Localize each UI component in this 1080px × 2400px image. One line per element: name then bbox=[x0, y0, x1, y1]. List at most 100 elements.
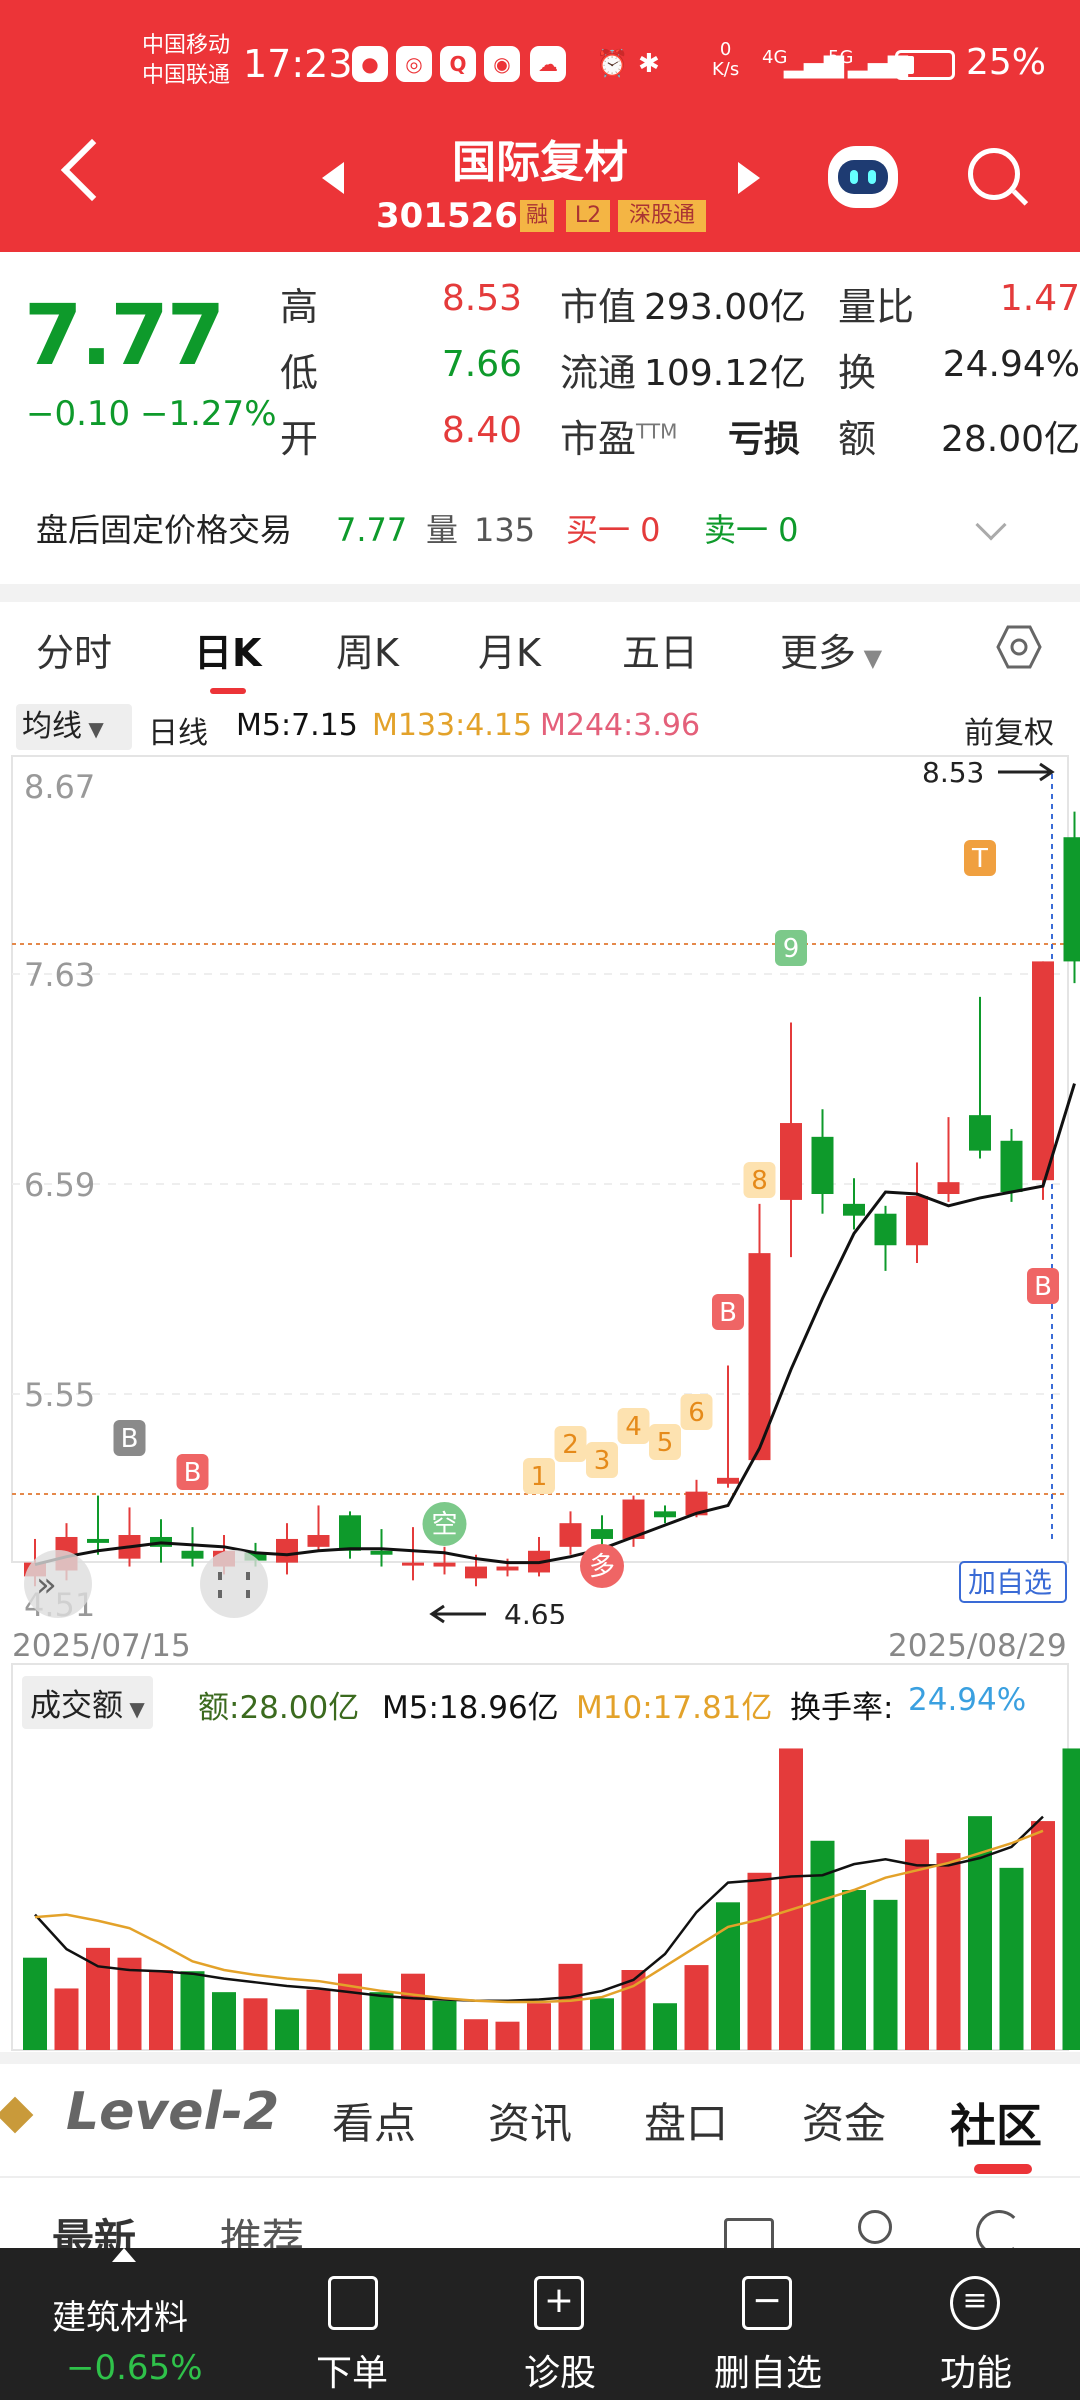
ma133-value: M133:4.15 bbox=[372, 708, 533, 743]
candle-body bbox=[937, 1182, 960, 1194]
margin-tag: 融 bbox=[520, 200, 554, 232]
kline-chart[interactable]: 8.67 7.63 6.59 5.55 4.51 BBBBT12345689空多… bbox=[0, 754, 1080, 1624]
price-axis-label: 7.63 bbox=[24, 956, 95, 994]
app-notification-icon: ◎ bbox=[396, 46, 432, 82]
volume-bar bbox=[527, 2003, 551, 2050]
volume-bar bbox=[590, 1998, 614, 2050]
volume-bar bbox=[432, 2000, 457, 2050]
sector-name[interactable]: 建筑材料 bbox=[52, 2298, 188, 2338]
cloud-icon: ☁ bbox=[530, 46, 566, 82]
tab-weekly-k[interactable]: 周K bbox=[336, 631, 399, 675]
adjust-mode[interactable]: 前复权 bbox=[964, 716, 1054, 751]
tab-capital[interactable]: 资金 bbox=[802, 2099, 887, 2148]
candle-body bbox=[496, 1566, 519, 1571]
search-icon[interactable] bbox=[968, 148, 1020, 200]
battery-icon bbox=[895, 50, 955, 80]
candle-body bbox=[370, 1550, 393, 1555]
price-axis-label: 5.55 bbox=[24, 1376, 95, 1414]
price-change-pct: −1.27% bbox=[140, 394, 277, 434]
assistant-robot-icon[interactable] bbox=[828, 146, 898, 208]
volume-chart[interactable] bbox=[0, 1660, 1080, 2052]
tab-intraday[interactable]: 分时 bbox=[36, 631, 113, 675]
active-tab-underline bbox=[210, 688, 246, 694]
fullscreen-glyph bbox=[218, 1572, 250, 1598]
caret-up-icon bbox=[112, 2248, 136, 2262]
order-icon[interactable] bbox=[328, 2276, 378, 2330]
candle-body bbox=[307, 1535, 330, 1547]
vol-ma10-value: M10:17.81亿 bbox=[576, 1690, 773, 1726]
start-date: 2025/07/15 bbox=[12, 1628, 191, 1664]
max-price-label: 8.53 bbox=[922, 756, 984, 789]
tab-level2[interactable]: Level-2 bbox=[66, 2082, 280, 2142]
candle-body bbox=[906, 1195, 928, 1246]
header: 中国移动 中国联通 17:23 ● ◎ Q ◉ ☁ ⏰ ✱ 0 K/s 4G ▂▄… bbox=[0, 0, 1080, 252]
max-arrow-icon bbox=[998, 762, 1055, 782]
ma-selector[interactable]: 均线 ▼ bbox=[16, 704, 132, 750]
net-speed: 0 K/s bbox=[712, 39, 740, 80]
last-price: 7.77 bbox=[24, 286, 225, 384]
volume-bar bbox=[117, 1957, 142, 2050]
next-stock-icon[interactable] bbox=[738, 162, 760, 194]
low-value: 7.66 bbox=[441, 344, 522, 385]
volume-bar bbox=[905, 1839, 929, 2050]
turnover-label: 换 bbox=[838, 351, 877, 395]
order-button[interactable]: 下单 bbox=[315, 2353, 388, 2394]
user-icon[interactable] bbox=[858, 2210, 892, 2244]
ma244-value: M244:3.96 bbox=[540, 708, 701, 743]
post-trade-vol: 135 bbox=[474, 511, 536, 549]
remove-watch-icon[interactable]: − bbox=[742, 2276, 792, 2330]
buy-marker bbox=[113, 1420, 146, 1456]
tab-community[interactable]: 社区 bbox=[950, 2099, 1042, 2153]
alarm-icon: ⏰ bbox=[596, 49, 629, 79]
tab-more[interactable]: 更多 ▼ bbox=[780, 631, 883, 675]
volume-bar bbox=[653, 2003, 677, 2050]
connect-tag: 深股通 bbox=[618, 200, 706, 232]
tab-orderbook[interactable]: 盘口 bbox=[644, 2099, 729, 2148]
tab-highlights[interactable]: 看点 bbox=[332, 2099, 417, 2148]
candle-body bbox=[685, 1491, 708, 1516]
back-icon[interactable] bbox=[60, 138, 124, 202]
pe-value: 亏损 bbox=[727, 419, 800, 460]
ma5-value: M5:7.15 bbox=[236, 708, 358, 743]
diagnose-button[interactable]: 诊股 bbox=[523, 2353, 596, 2394]
tab-five-day[interactable]: 五日 bbox=[622, 631, 699, 675]
volume-bar bbox=[842, 1890, 866, 2050]
candle-body bbox=[622, 1499, 645, 1539]
remove-watch-button[interactable]: 删自选 bbox=[713, 2353, 822, 2394]
buy-marker-text: B bbox=[1034, 1272, 1052, 1302]
indicator-bar: 日线 M5:7.15 M133:4.15 M244:3.96 前复权 bbox=[0, 700, 1080, 754]
short-marker bbox=[422, 1502, 467, 1546]
sequence-marker-text: 2 bbox=[562, 1430, 579, 1460]
settings-hex-icon[interactable] bbox=[996, 624, 1042, 670]
vol-ma10-line bbox=[34, 1829, 1044, 2004]
volume-bars bbox=[23, 1748, 1080, 2050]
divider bbox=[0, 2052, 1080, 2064]
chevron-down-icon[interactable] bbox=[975, 509, 1007, 541]
sequence-marker-text: 1 bbox=[531, 1462, 548, 1492]
net1-label: 4G bbox=[762, 47, 788, 68]
candle-body bbox=[433, 1562, 456, 1567]
vol-ma5-value: M5:18.96亿 bbox=[382, 1690, 559, 1726]
add-watchlist-button bbox=[959, 1561, 1067, 1603]
diagnose-icon[interactable]: + bbox=[534, 2276, 584, 2330]
line-type: 日线 bbox=[148, 716, 208, 751]
tab-daily-k[interactable]: 日K bbox=[194, 631, 262, 675]
divider bbox=[0, 2176, 1080, 2178]
mktcap-value: 293.00亿 bbox=[644, 287, 806, 328]
tab-monthly-k[interactable]: 月K bbox=[478, 631, 541, 675]
function-button[interactable]: 功能 bbox=[939, 2353, 1012, 2394]
volume-bar bbox=[86, 1947, 110, 2050]
mktcap-label: 市值 bbox=[560, 285, 637, 329]
volume-selector[interactable]: 成交额 ▼ bbox=[22, 1676, 153, 1729]
menu-icon[interactable]: ≡ bbox=[950, 2276, 1000, 2330]
low-label: 低 bbox=[280, 351, 319, 395]
prev-stock-icon[interactable] bbox=[322, 162, 344, 194]
status-bar: 中国移动 中国联通 17:23 ● ◎ Q ◉ ☁ ⏰ ✱ 0 K/s 4G ▂▄… bbox=[0, 0, 1080, 130]
sector-change: −0.65% bbox=[66, 2348, 203, 2388]
level2-tag: L2 bbox=[566, 200, 610, 232]
sequence-marker bbox=[680, 1394, 713, 1430]
candle-body bbox=[874, 1213, 897, 1246]
post-trade-bar[interactable]: 盘后固定价格交易 7.77 量 135 买一 0 卖一 0 bbox=[0, 490, 1080, 570]
tab-news[interactable]: 资讯 bbox=[488, 2099, 573, 2148]
vol-ma5-line bbox=[34, 1815, 1044, 2003]
